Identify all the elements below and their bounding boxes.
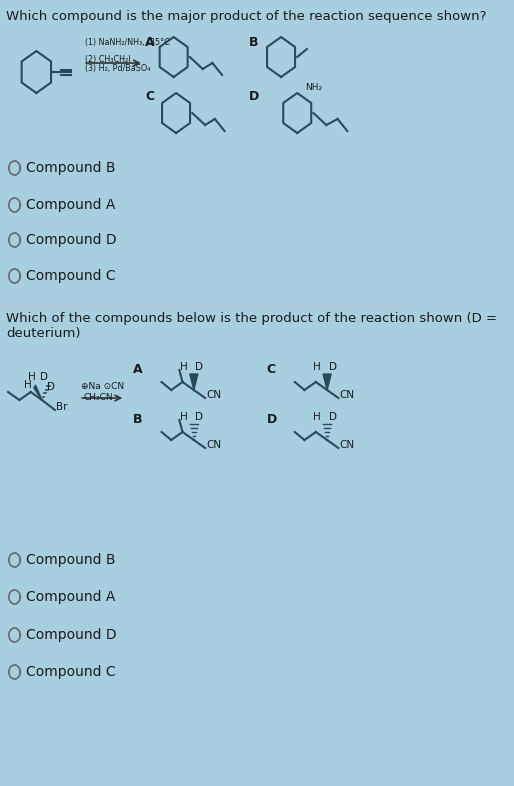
Text: D: D bbox=[195, 412, 204, 422]
Text: Compound B: Compound B bbox=[26, 161, 115, 175]
Text: Which compound is the major product of the reaction sequence shown?: Which compound is the major product of t… bbox=[7, 10, 487, 23]
Text: (2) CH₃CH₂I: (2) CH₃CH₂I bbox=[85, 55, 131, 64]
Text: H: H bbox=[28, 372, 36, 382]
Text: Compound D: Compound D bbox=[26, 628, 117, 642]
Text: C: C bbox=[145, 90, 155, 103]
Text: H: H bbox=[313, 412, 321, 422]
Polygon shape bbox=[323, 374, 331, 390]
Text: C: C bbox=[267, 363, 276, 376]
Text: Compound A: Compound A bbox=[26, 590, 115, 604]
Text: D: D bbox=[249, 90, 259, 103]
Text: B: B bbox=[249, 36, 258, 49]
Polygon shape bbox=[34, 385, 42, 400]
Text: Compound B: Compound B bbox=[26, 553, 115, 567]
Text: CN: CN bbox=[206, 390, 221, 400]
Text: CN: CN bbox=[339, 390, 354, 400]
Text: H: H bbox=[313, 362, 321, 372]
Text: Compound D: Compound D bbox=[26, 233, 117, 247]
Text: D: D bbox=[47, 382, 55, 392]
Text: H: H bbox=[24, 380, 31, 390]
Text: H: H bbox=[179, 412, 188, 422]
Text: D: D bbox=[267, 413, 277, 426]
Text: Compound C: Compound C bbox=[26, 665, 116, 679]
Text: (1) NaNH₂/NH₃, -35°C: (1) NaNH₂/NH₃, -35°C bbox=[85, 38, 170, 47]
Text: D: D bbox=[41, 372, 48, 382]
Text: D: D bbox=[329, 362, 337, 372]
Polygon shape bbox=[190, 374, 198, 390]
Text: NH₂: NH₂ bbox=[305, 83, 322, 92]
Text: A: A bbox=[133, 363, 143, 376]
Text: Which of the compounds below is the product of the reaction shown (D =
deuterium: Which of the compounds below is the prod… bbox=[7, 312, 498, 340]
Text: Compound C: Compound C bbox=[26, 269, 116, 283]
Text: CH₃CN: CH₃CN bbox=[84, 393, 114, 402]
Text: H: H bbox=[179, 362, 188, 372]
Text: D: D bbox=[329, 412, 337, 422]
Text: CN: CN bbox=[339, 440, 354, 450]
Text: CN: CN bbox=[206, 440, 221, 450]
Text: ⊕Na ⊙CN: ⊕Na ⊙CN bbox=[81, 382, 124, 391]
Text: A: A bbox=[145, 36, 155, 49]
Text: (3) H₂, Pd/BaSO₄: (3) H₂, Pd/BaSO₄ bbox=[85, 64, 150, 73]
Text: Compound A: Compound A bbox=[26, 198, 115, 212]
Text: B: B bbox=[133, 413, 143, 426]
Text: Br: Br bbox=[56, 402, 67, 412]
Text: D: D bbox=[195, 362, 204, 372]
